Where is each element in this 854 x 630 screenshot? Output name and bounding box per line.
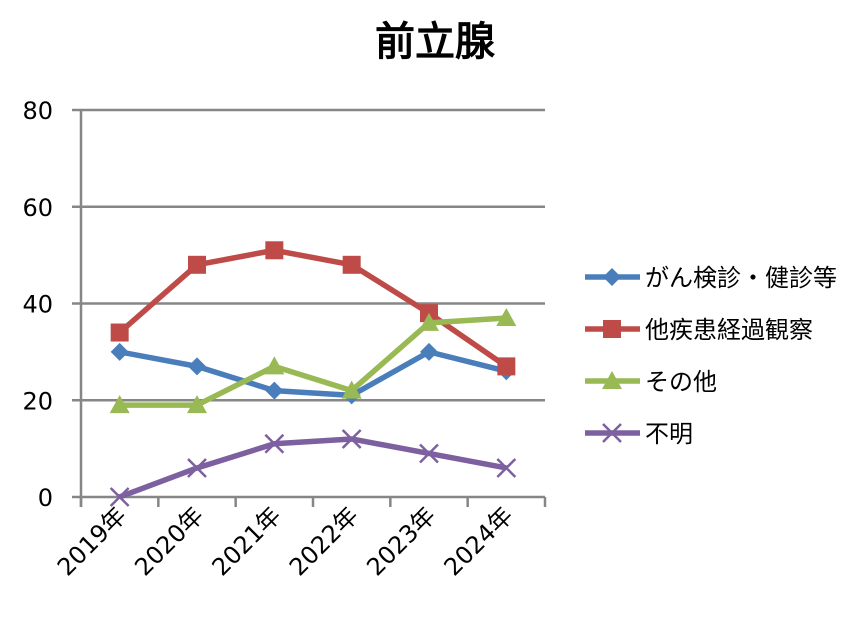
data-point-triangle <box>264 356 285 375</box>
data-point-x <box>341 429 362 449</box>
x-tick-label: 2020年 <box>129 501 209 581</box>
y-tick-label: 60 <box>22 194 53 222</box>
legend-label: 不明 <box>645 420 693 448</box>
data-point-triangle <box>187 395 207 414</box>
data-point-diamond <box>110 342 129 361</box>
x-tick-label: 2022年 <box>284 501 364 581</box>
data-point-triangle <box>109 395 130 414</box>
y-tick-label: 0 <box>38 484 53 512</box>
x-tick-label: 2021年 <box>207 501 287 581</box>
data-point-triangle <box>496 308 517 327</box>
chart-title: 前立腺 <box>375 19 496 65</box>
legend-label: その他 <box>645 368 717 396</box>
data-point-x <box>496 458 517 478</box>
x-tick-label: 2019年 <box>52 501 132 581</box>
data-point-diamond <box>188 357 206 376</box>
data-point-x <box>264 433 285 454</box>
data-point-square <box>265 241 284 260</box>
data-point-square <box>497 357 516 376</box>
data-point-diamond <box>420 342 438 361</box>
data-point-x <box>419 443 439 464</box>
x-tick-label: 2023年 <box>361 501 441 581</box>
legend-marker-square <box>603 320 621 338</box>
legend-marker-triangle <box>602 371 622 389</box>
legend-marker-diamond <box>603 268 621 286</box>
data-point-triangle <box>419 312 439 331</box>
data-point-square <box>110 323 129 342</box>
data-point-triangle <box>341 380 362 399</box>
y-tick-label: 80 <box>22 97 53 125</box>
data-point-square <box>342 255 361 274</box>
series-line-1 <box>117 247 508 369</box>
data-point-x <box>187 458 207 478</box>
y-tick-label: 20 <box>22 387 53 415</box>
data-point-diamond <box>265 381 284 400</box>
series-line-0 <box>119 349 508 399</box>
legend-label: 他疾患経過観察 <box>645 316 813 344</box>
x-tick-label: 2024年 <box>439 501 519 581</box>
series-line-2 <box>119 315 507 408</box>
data-point-square <box>188 255 206 274</box>
data-point-x <box>109 487 130 507</box>
series-line-3 <box>118 436 507 500</box>
y-tick-label: 40 <box>22 291 53 319</box>
legend-marker-x <box>602 423 622 443</box>
legend-label: がん検診・健診等 <box>645 264 837 292</box>
